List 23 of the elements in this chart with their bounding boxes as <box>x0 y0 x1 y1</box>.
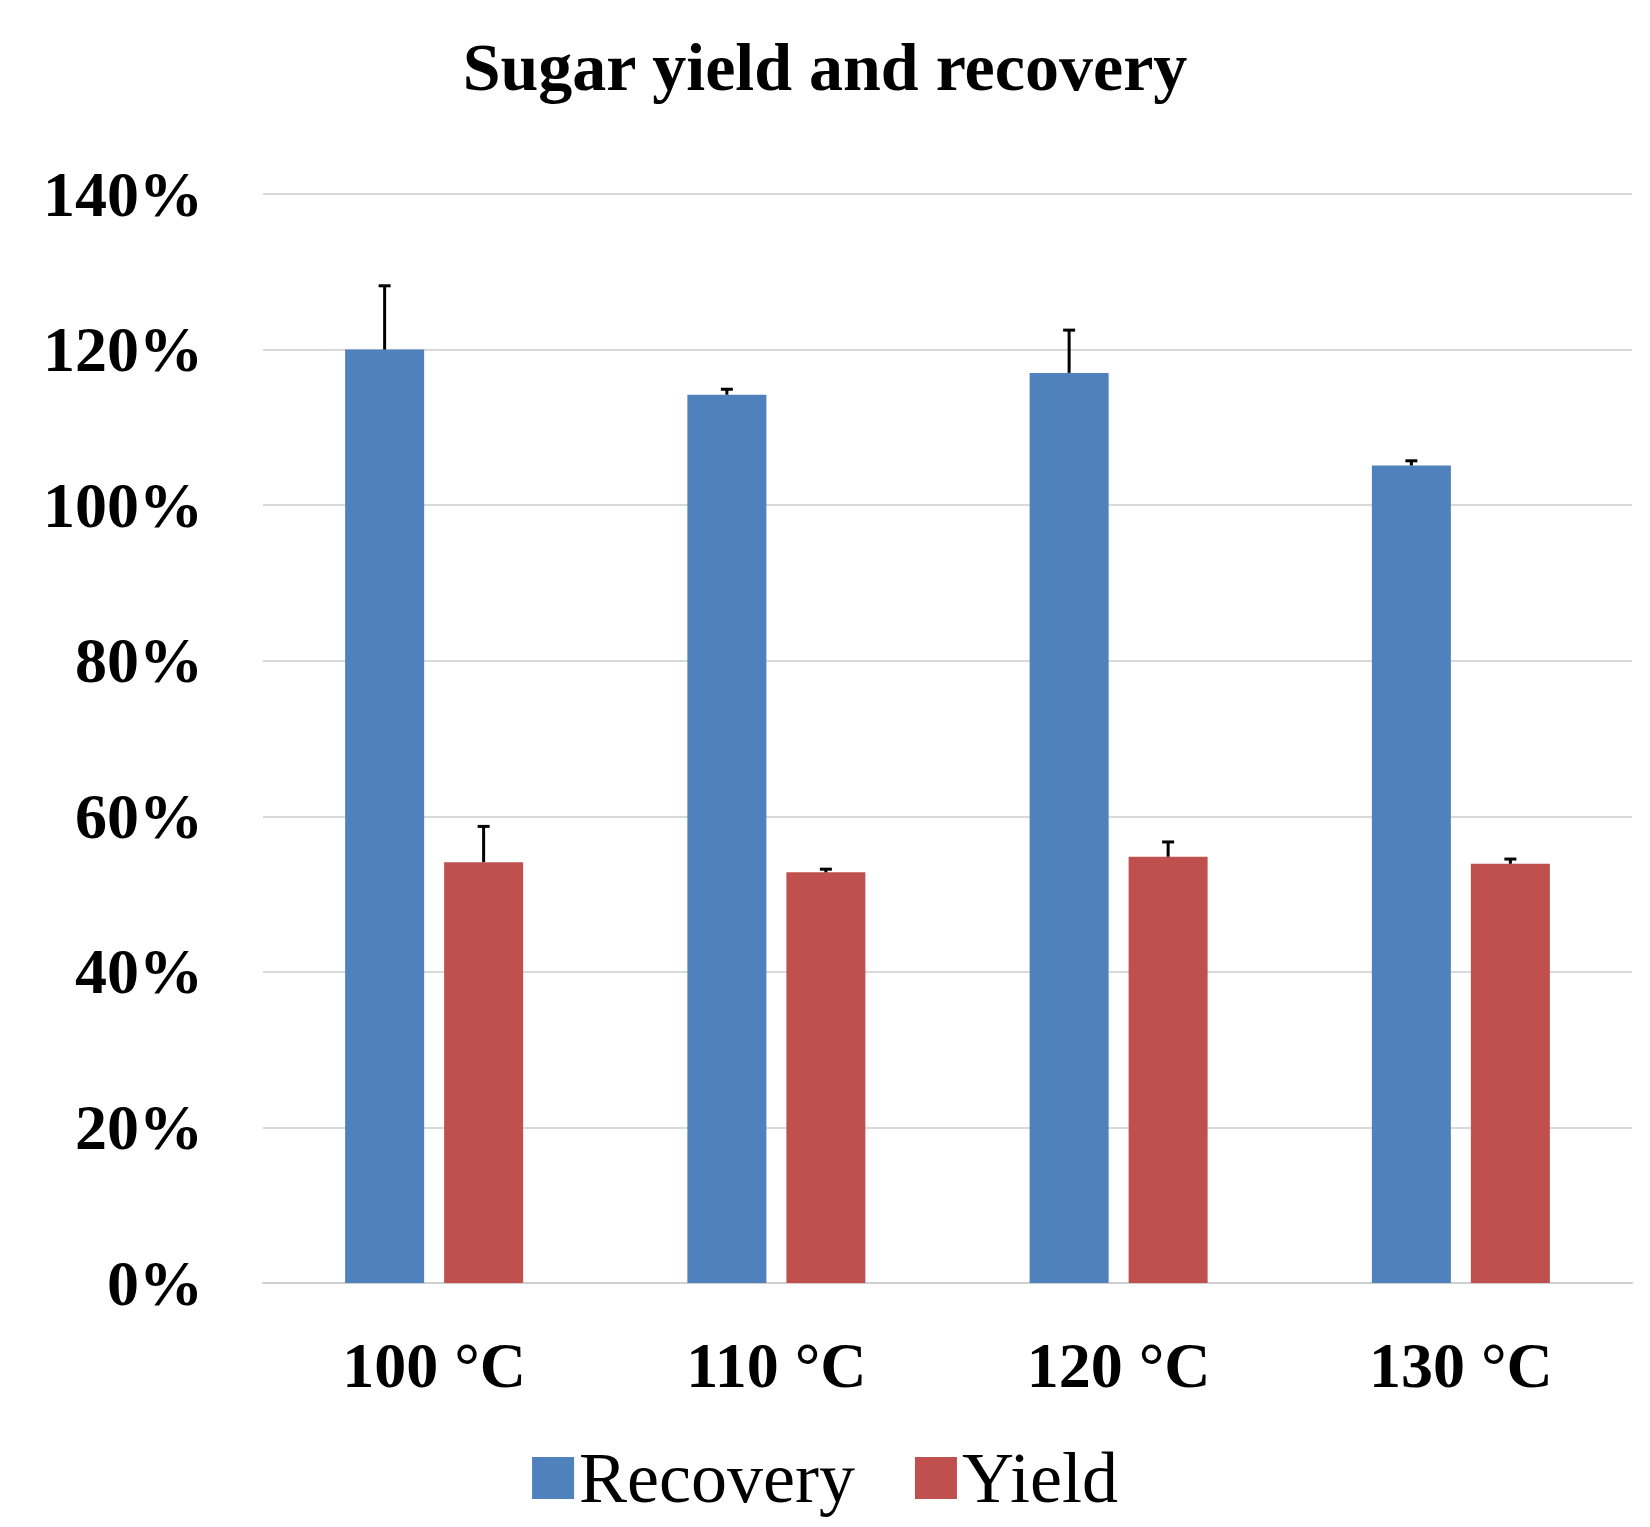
bar <box>786 872 866 1283</box>
x-tick-label: 120 °C <box>1026 1329 1211 1401</box>
bar <box>687 394 767 1283</box>
x-tick-label: 100 °C <box>342 1329 527 1401</box>
y-tick-label: 140% <box>43 158 203 230</box>
y-tick-label: 60% <box>75 780 203 852</box>
bar <box>1029 372 1109 1283</box>
y-tick-label: 120% <box>43 314 203 386</box>
y-tick-label: 100% <box>43 469 203 541</box>
bar <box>345 349 425 1283</box>
bar <box>1371 465 1451 1283</box>
bar <box>1470 863 1550 1283</box>
bar <box>1128 856 1208 1283</box>
legend-label: Recovery <box>579 1438 855 1518</box>
y-tick-label: 40% <box>75 936 203 1008</box>
y-tick-label: 0% <box>107 1247 203 1319</box>
chart-title: Sugar yield and recovery <box>462 29 1188 105</box>
y-tick-label: 20% <box>75 1091 203 1163</box>
bar <box>444 862 524 1283</box>
x-tick-label: 110 °C <box>686 1329 867 1401</box>
legend-label: Yield <box>961 1438 1118 1518</box>
x-tick-label: 130 °C <box>1368 1329 1553 1401</box>
y-tick-label: 80% <box>75 625 203 697</box>
